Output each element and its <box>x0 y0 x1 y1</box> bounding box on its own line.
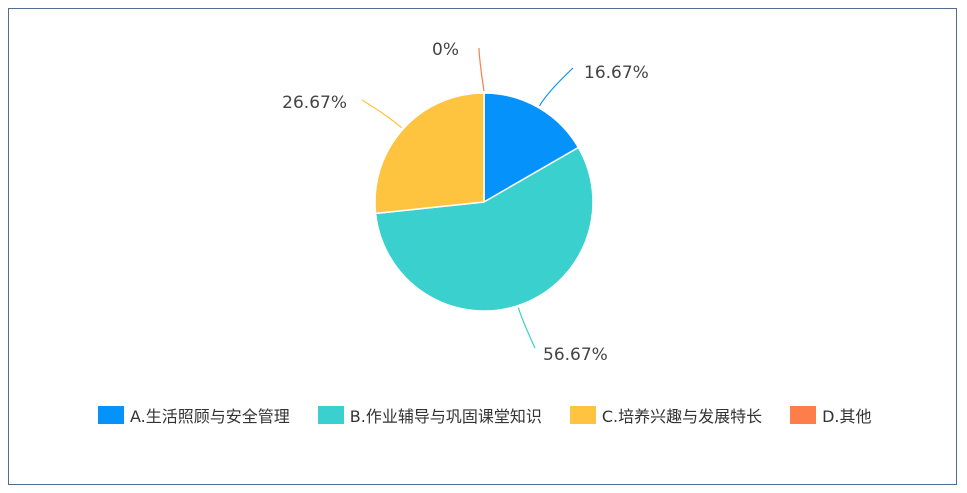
slice-label-a: 16.67% <box>584 63 649 83</box>
legend-swatch-b <box>317 406 344 424</box>
leader-line-d <box>478 47 485 92</box>
legend-swatch-a <box>98 406 124 424</box>
pie-slice-b[interactable] <box>374 146 594 312</box>
slice-label-d: 0% <box>432 40 459 60</box>
leader-line-c <box>361 99 402 129</box>
pie-slices <box>374 92 594 312</box>
legend-swatch-c <box>569 406 596 424</box>
legend-item-b[interactable]: B.作业辅导与巩固课堂知识 <box>317 404 542 426</box>
legend-item-d[interactable]: D.其他 <box>790 404 872 426</box>
legend-label-a: A.生活照顾与安全管理 <box>130 407 290 426</box>
legend-swatch-d <box>790 406 817 424</box>
legend: A.生活照顾与安全管理 B.作业辅导与巩固课堂知识 C.培养兴趣与发展特长 D.其他 <box>98 404 898 426</box>
leader-line-a <box>538 67 574 107</box>
leader-lines <box>361 47 574 349</box>
legend-label-c: C.培养兴趣与发展特长 <box>601 407 763 426</box>
pie-slice-a[interactable] <box>483 92 580 204</box>
pie-slice-c[interactable] <box>374 92 485 215</box>
slice-label-c: 26.67% <box>282 93 347 113</box>
legend-label-d: D.其他 <box>822 407 872 426</box>
legend-item-a[interactable]: A.生活照顾与安全管理 <box>98 404 290 426</box>
legend-item-c[interactable]: C.培养兴趣与发展特长 <box>569 404 763 426</box>
legend-label-b: B.作业辅导与巩固课堂知识 <box>349 407 542 426</box>
leader-line-b <box>517 307 536 349</box>
slice-labels: 16.67% 56.67% 26.67% 0% <box>282 40 649 365</box>
slice-label-b: 56.67% <box>543 345 608 365</box>
